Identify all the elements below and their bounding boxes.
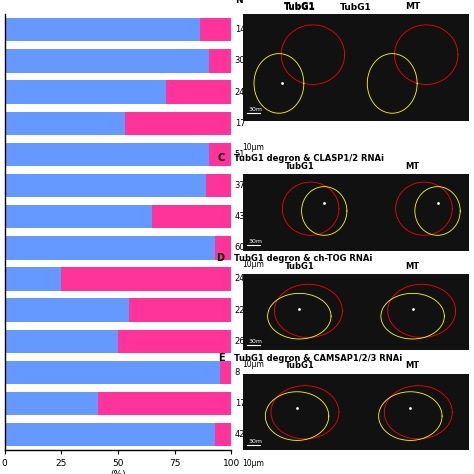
Text: TubG1: TubG1	[283, 2, 315, 11]
Text: TubG1 degron & ch-TOG RNAi: TubG1 degron & ch-TOG RNAi	[234, 254, 372, 263]
Text: TubG1: TubG1	[284, 162, 314, 171]
Bar	[243, 374, 356, 450]
Text: 8: 8	[235, 368, 240, 377]
Bar	[356, 14, 469, 121]
Text: 10μm: 10μm	[243, 260, 264, 269]
Bar	[5, 299, 129, 322]
Bar	[220, 361, 231, 384]
Text: TubG1 degron & CAMSAP1/2/3 RNAi: TubG1 degron & CAMSAP1/2/3 RNAi	[234, 354, 402, 363]
Bar	[5, 361, 220, 384]
Bar	[243, 274, 356, 350]
Text: D: D	[217, 253, 225, 263]
Text: 17: 17	[235, 119, 246, 128]
Bar	[356, 274, 469, 350]
Text: 30m: 30m	[248, 339, 262, 344]
Text: TubG1: TubG1	[340, 3, 372, 12]
Bar	[5, 18, 200, 42]
Bar	[243, 14, 356, 121]
Bar	[216, 423, 231, 447]
Bar	[356, 374, 469, 450]
Text: 37: 37	[235, 181, 246, 190]
Bar	[152, 205, 231, 228]
Text: 17: 17	[235, 399, 246, 408]
Bar	[243, 174, 356, 251]
Text: E: E	[218, 353, 225, 363]
Text: TubG1 degron & CLASP1/2 RNAi: TubG1 degron & CLASP1/2 RNAi	[234, 154, 383, 163]
Bar	[5, 267, 62, 291]
Text: 10μm: 10μm	[243, 459, 264, 468]
Text: 30m: 30m	[248, 239, 262, 245]
Text: 51: 51	[235, 150, 245, 159]
Text: C: C	[217, 153, 225, 163]
Bar	[5, 81, 165, 104]
Bar	[5, 205, 152, 228]
Bar	[356, 174, 469, 251]
Bar	[165, 81, 231, 104]
Bar	[5, 143, 209, 166]
Bar	[125, 111, 231, 135]
Text: N: N	[235, 0, 242, 5]
Text: 22: 22	[235, 306, 245, 315]
Text: TubG1: TubG1	[283, 3, 315, 12]
Bar	[5, 329, 118, 353]
Bar	[209, 49, 231, 73]
Text: MT: MT	[406, 262, 419, 271]
Text: 24: 24	[235, 274, 245, 283]
Bar	[200, 18, 231, 42]
Bar	[5, 236, 216, 260]
Bar	[206, 174, 231, 197]
Text: TubG1: TubG1	[284, 262, 314, 271]
Text: MT: MT	[406, 362, 419, 371]
Text: 14: 14	[235, 25, 245, 34]
Bar	[5, 174, 206, 197]
Bar	[5, 423, 216, 447]
Text: 10μm: 10μm	[243, 143, 264, 152]
Text: 60: 60	[235, 243, 246, 252]
Text: 43: 43	[235, 212, 246, 221]
Bar	[216, 236, 231, 260]
Text: 30m: 30m	[248, 439, 262, 444]
Bar	[209, 143, 231, 166]
Bar	[5, 49, 209, 73]
Bar	[5, 111, 125, 135]
Bar	[5, 392, 98, 415]
Text: 10μm: 10μm	[243, 360, 264, 368]
X-axis label: (%): (%)	[110, 470, 126, 474]
Text: 30: 30	[235, 56, 246, 65]
Text: 42: 42	[235, 430, 245, 439]
Text: 24: 24	[235, 88, 245, 97]
Text: MT: MT	[405, 2, 420, 11]
Text: 26: 26	[235, 337, 246, 346]
Bar	[62, 267, 231, 291]
Bar	[118, 329, 231, 353]
Bar	[98, 392, 231, 415]
Bar	[129, 299, 231, 322]
Text: 30m: 30m	[248, 107, 262, 112]
Text: TubG1: TubG1	[284, 362, 314, 371]
Text: MT: MT	[406, 162, 419, 171]
